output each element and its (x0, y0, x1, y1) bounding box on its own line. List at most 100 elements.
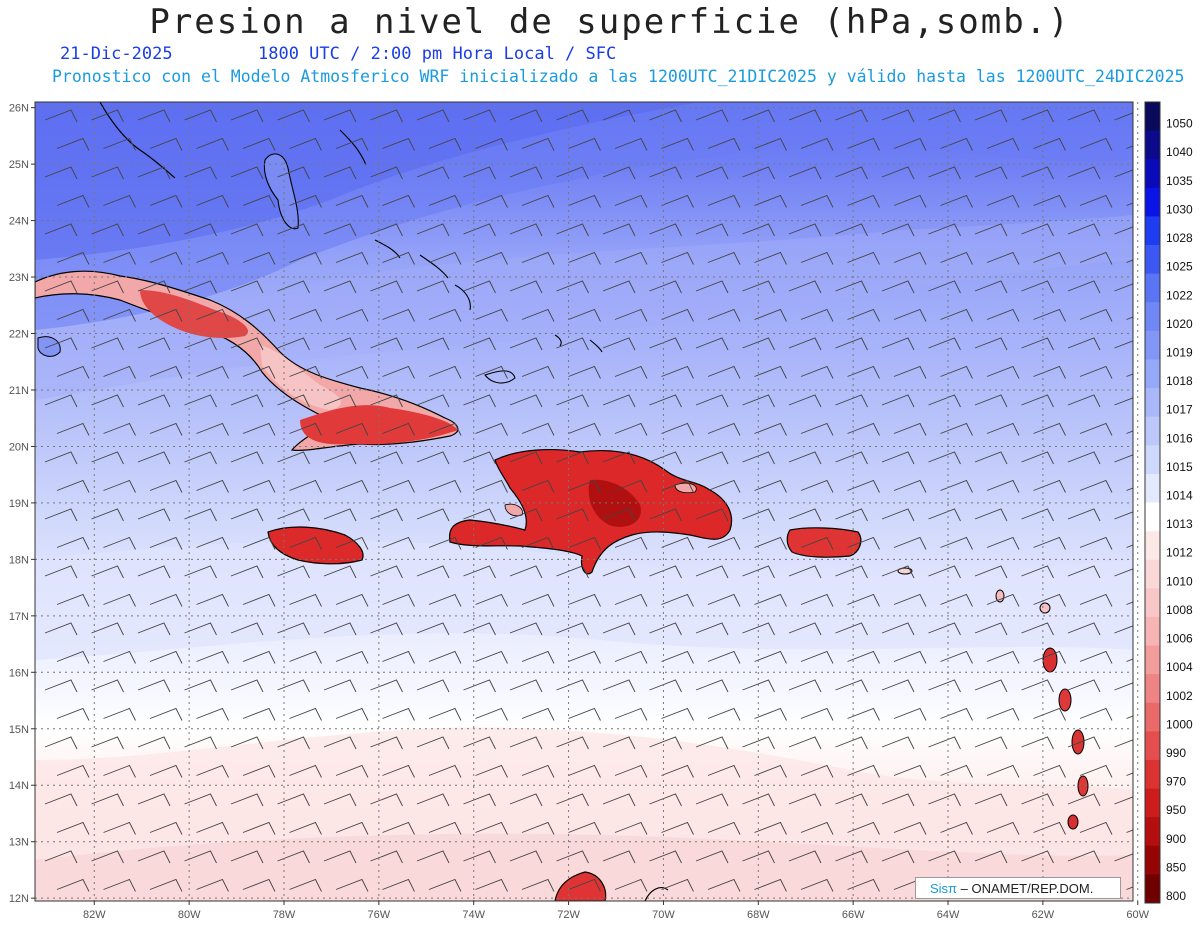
wind-barb (928, 394, 961, 408)
wind-barb (556, 451, 589, 465)
wind-barb (56, 194, 90, 208)
wind-barb (788, 223, 822, 237)
colorbar-label: 1040 (1166, 145, 1193, 159)
lat-label: 17N (9, 611, 29, 623)
wind-barb (986, 707, 1020, 721)
wind-barb (602, 793, 636, 807)
wind-barb (754, 137, 787, 151)
wind-barb (1021, 679, 1054, 693)
wind-barb (44, 280, 78, 294)
wind-barb (91, 109, 124, 123)
wind-barb (1114, 511, 1133, 520)
wind-barb (556, 508, 589, 522)
lat-label: 13N (9, 837, 29, 849)
wind-barb (416, 565, 450, 579)
wind-barb (1067, 223, 1101, 237)
wind-barb (928, 850, 961, 864)
wind-barb (289, 194, 322, 208)
wind-barb (695, 109, 729, 123)
wind-barb (1079, 479, 1113, 493)
colorbar-swatch (1145, 159, 1160, 189)
wind-barb (556, 223, 589, 237)
wind-barb (788, 166, 822, 180)
wind-barb (463, 280, 496, 294)
wind-barb (242, 251, 276, 265)
wind-barb (382, 137, 415, 151)
wind-barb (847, 365, 880, 379)
wind-barb (428, 365, 462, 379)
wind-barb (196, 536, 229, 550)
wind-barb (323, 280, 357, 294)
wind-barb (754, 422, 787, 436)
wind-barb (44, 565, 78, 579)
wind-barb (928, 565, 961, 579)
wind-barb (463, 622, 496, 636)
wind-barb (614, 821, 648, 835)
wind-barb (149, 308, 183, 322)
wind-barb (277, 109, 310, 123)
wind-barb (556, 793, 589, 807)
wind-barb (370, 850, 403, 864)
wind-barb (44, 850, 78, 864)
wind-barb (416, 679, 450, 693)
wind-barb (242, 536, 276, 550)
wind-barb (754, 593, 787, 607)
wind-barb (382, 365, 415, 379)
colorbar-swatch (1145, 273, 1160, 303)
wind-barb (928, 736, 961, 750)
wind-barb (382, 251, 415, 265)
wind-barb (847, 878, 880, 892)
wind-barb (242, 137, 276, 151)
wind-barb (661, 821, 694, 835)
wind-barb (661, 593, 694, 607)
wind-barb (788, 280, 822, 294)
wind-barb (940, 308, 973, 322)
wind-barb (1021, 280, 1054, 294)
wind-barb (742, 109, 775, 123)
colorbar-swatch (1145, 388, 1160, 418)
wind-barb (230, 622, 264, 636)
wind-barb (695, 223, 729, 237)
wind-barb (230, 223, 264, 237)
lon-label: 72W (557, 909, 580, 921)
colorbar: 1050 1040 1035 1030 1028 1025 1022 1020 1019 1018… (1144, 101, 1193, 904)
wind-barb (289, 422, 322, 436)
wind-barb (835, 850, 868, 864)
wind-barb (475, 821, 508, 835)
forecast-date: 21-Dic-2025 (60, 44, 173, 64)
lon-label: 64W (937, 909, 960, 921)
lat-label: 16N (9, 667, 29, 679)
wind-barb (986, 764, 1020, 778)
wind-barb (1021, 508, 1054, 522)
wind-barb (695, 280, 729, 294)
wind-barb (928, 622, 961, 636)
wind-barb (1079, 251, 1113, 265)
wind-barb (521, 536, 555, 550)
wind-barbs (44, 109, 1133, 892)
wind-barb (742, 280, 775, 294)
wind-barb (847, 650, 880, 664)
wind-barb (323, 565, 357, 579)
wind-barb (103, 194, 136, 208)
lat-label: 14N (9, 780, 29, 792)
wind-barb (893, 593, 927, 607)
wind-barb (568, 821, 601, 835)
wind-barb (289, 764, 322, 778)
wind-barb (707, 878, 741, 892)
wind-barb (184, 337, 217, 351)
wind-barb (986, 251, 1020, 265)
lat-lon-grid (31, 102, 1139, 905)
wind-barb (323, 394, 357, 408)
wind-barb (742, 793, 775, 807)
wind-barb (881, 451, 915, 465)
colorbar-label: 1013 (1166, 517, 1193, 531)
wind-barb (1114, 682, 1133, 691)
wind-barb (196, 764, 229, 778)
wind-barb (242, 194, 276, 208)
wind-barb (416, 166, 450, 180)
colorbar-swatch (1145, 502, 1160, 532)
wind-barb (707, 593, 741, 607)
wind-barb (196, 137, 229, 151)
wind-barb (289, 650, 322, 664)
wind-barb (475, 194, 508, 208)
